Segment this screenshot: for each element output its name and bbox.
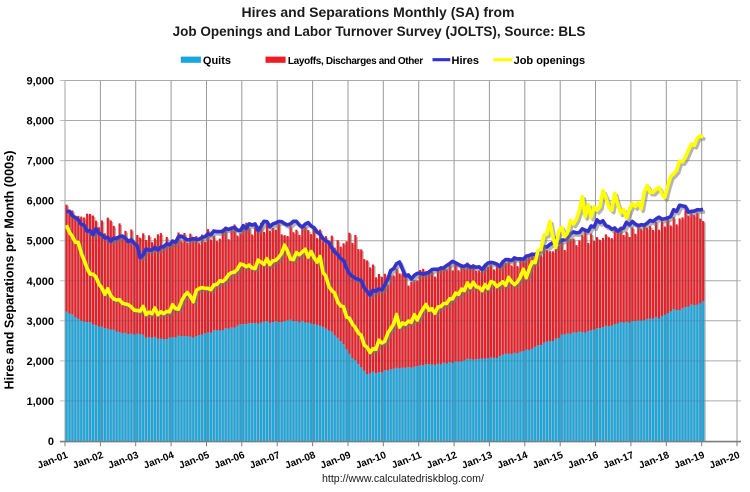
svg-text:Hires and Separations per Mont: Hires and Separations per Month (000s) xyxy=(3,150,17,389)
svg-text:Hires: Hires xyxy=(452,55,480,67)
svg-text:7,000: 7,000 xyxy=(26,156,54,168)
svg-text:Layoffs, Discharges and Other: Layoffs, Discharges and Other xyxy=(288,56,423,67)
svg-text:9,000: 9,000 xyxy=(26,76,54,88)
svg-text:Hires and Separations Monthly: Hires and Separations Monthly (SA) from xyxy=(241,4,514,20)
svg-text:8,000: 8,000 xyxy=(26,116,54,128)
svg-text:5,000: 5,000 xyxy=(26,236,54,248)
svg-text:6,000: 6,000 xyxy=(26,196,54,208)
svg-text:Job Openings and Labor Turnove: Job Openings and Labor Turnover Survey (… xyxy=(173,24,586,39)
svg-text:3,000: 3,000 xyxy=(26,316,54,328)
svg-text:4,000: 4,000 xyxy=(26,276,54,288)
svg-text:1,000: 1,000 xyxy=(26,396,54,408)
svg-text:Job openings: Job openings xyxy=(514,55,586,67)
svg-text:2,000: 2,000 xyxy=(26,356,54,368)
svg-text:0: 0 xyxy=(48,436,54,448)
svg-text:http://www.calculatedriskblog.: http://www.calculatedriskblog.com/ xyxy=(322,473,484,485)
svg-text:Quits: Quits xyxy=(203,55,231,67)
